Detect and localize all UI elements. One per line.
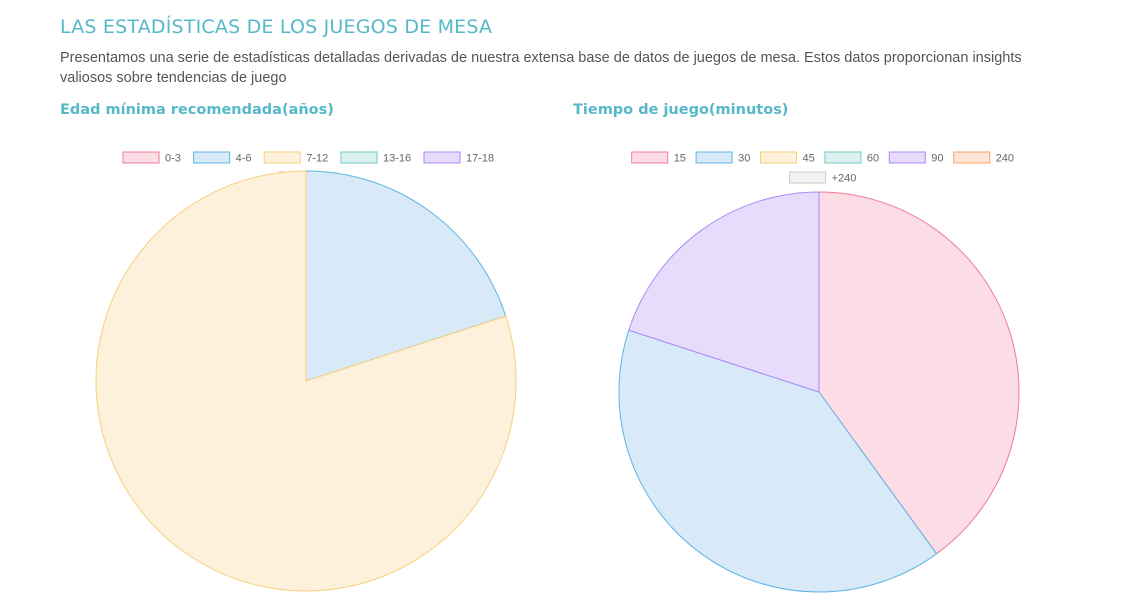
legend-swatch: [631, 151, 669, 164]
legend-label: +240: [832, 173, 857, 185]
legend-swatch: [953, 151, 991, 164]
legend-swatch: [423, 151, 461, 164]
legend-item-240[interactable]: 240: [953, 151, 1014, 165]
pie-slice-7-12[interactable]: [95, 170, 517, 592]
pie-slice-15[interactable]: [818, 191, 1020, 555]
chart-title-playtime: Tiempo de juego(minutos): [573, 102, 789, 118]
legend-swatch: [824, 151, 862, 164]
pie-slice-90[interactable]: [628, 191, 820, 393]
intro-paragraph: Presentamos una serie de estadísticas de…: [60, 50, 1022, 86]
legend-item-45[interactable]: 45: [760, 151, 815, 165]
legend-swatch: [340, 151, 378, 164]
legend-item-0-3[interactable]: 0-3: [122, 151, 181, 165]
legend-label: 17-18: [466, 153, 494, 165]
legend-item-7-12[interactable]: 7-12: [263, 151, 328, 165]
legend-label: 13-16: [383, 153, 411, 165]
legend-label: 0-3: [165, 153, 181, 165]
legend-swatch: [888, 151, 926, 164]
pie-slice-30[interactable]: [618, 329, 938, 593]
legend-label: 15: [674, 153, 686, 165]
legend-swatch: [760, 151, 797, 164]
legend-label: 60: [867, 153, 879, 165]
legend-label: 45: [803, 153, 815, 165]
legend: 15 30 45 60 90 240 +240: [631, 151, 1014, 185]
chart-title-age: Edad mínima recomendada(años): [60, 102, 334, 118]
legend-item-4-6[interactable]: 4-6: [193, 151, 252, 165]
page-title: LAS ESTADÍSTICAS DE LOS JUEGOS DE MESA: [60, 16, 493, 38]
legend-item-90[interactable]: 90: [888, 151, 944, 165]
legend-label: 240: [996, 153, 1014, 165]
legend-item-plus240[interactable]: +240: [789, 171, 857, 185]
legend-label: 4-6: [236, 153, 252, 165]
playtime-pie-chart: 15 30 45 60 90 240 +240: [618, 151, 1020, 593]
legend-item-15[interactable]: 15: [631, 151, 686, 165]
legend-label: 7-12: [306, 153, 328, 165]
legend-item-30[interactable]: 30: [695, 151, 750, 165]
legend-label: 90: [931, 153, 943, 165]
pie-slice-4-6[interactable]: [305, 170, 507, 382]
legend-item-17-18[interactable]: 17-18: [423, 151, 494, 165]
legend-swatch: [695, 151, 733, 164]
legend-swatch: [193, 151, 231, 164]
legend-swatch: [122, 151, 160, 164]
legend-item-60[interactable]: 60: [824, 151, 879, 165]
legend-swatch: [789, 171, 827, 184]
legend-item-13-16[interactable]: 13-16: [340, 151, 411, 165]
legend-label: 30: [738, 153, 750, 165]
legend-swatch: [263, 151, 301, 164]
